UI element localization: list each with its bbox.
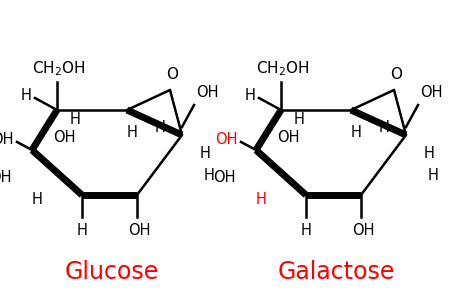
Text: H: H [351, 125, 361, 140]
Text: OH: OH [277, 130, 299, 146]
Text: OH: OH [196, 85, 219, 100]
Text: OH: OH [0, 133, 14, 148]
Text: OH: OH [420, 85, 443, 100]
Text: OH: OH [0, 170, 12, 185]
Text: OH: OH [128, 223, 150, 238]
Text: H: H [154, 119, 165, 134]
Text: CH$_2$OH: CH$_2$OH [256, 59, 310, 78]
Text: H: H [127, 125, 137, 140]
Text: H: H [424, 146, 435, 160]
Text: H: H [77, 223, 88, 238]
Text: H: H [31, 192, 43, 207]
Text: H: H [244, 88, 255, 103]
Text: OH: OH [216, 133, 238, 148]
Text: OH: OH [352, 223, 374, 238]
Text: CH$_2$OH: CH$_2$OH [32, 59, 86, 78]
Text: Galactose: Galactose [277, 260, 395, 284]
Text: H: H [255, 192, 266, 207]
Text: OH: OH [53, 130, 75, 146]
Text: H: H [204, 167, 215, 182]
Text: H: H [20, 88, 31, 103]
Text: H: H [70, 112, 80, 128]
Text: OH: OH [214, 170, 236, 185]
Text: H: H [379, 119, 389, 134]
Text: O: O [166, 67, 178, 82]
Text: H: H [428, 167, 439, 182]
Text: Glucose: Glucose [65, 260, 159, 284]
Text: H: H [200, 146, 211, 160]
Text: H: H [300, 223, 312, 238]
Text: O: O [390, 67, 402, 82]
Text: H: H [294, 112, 304, 128]
